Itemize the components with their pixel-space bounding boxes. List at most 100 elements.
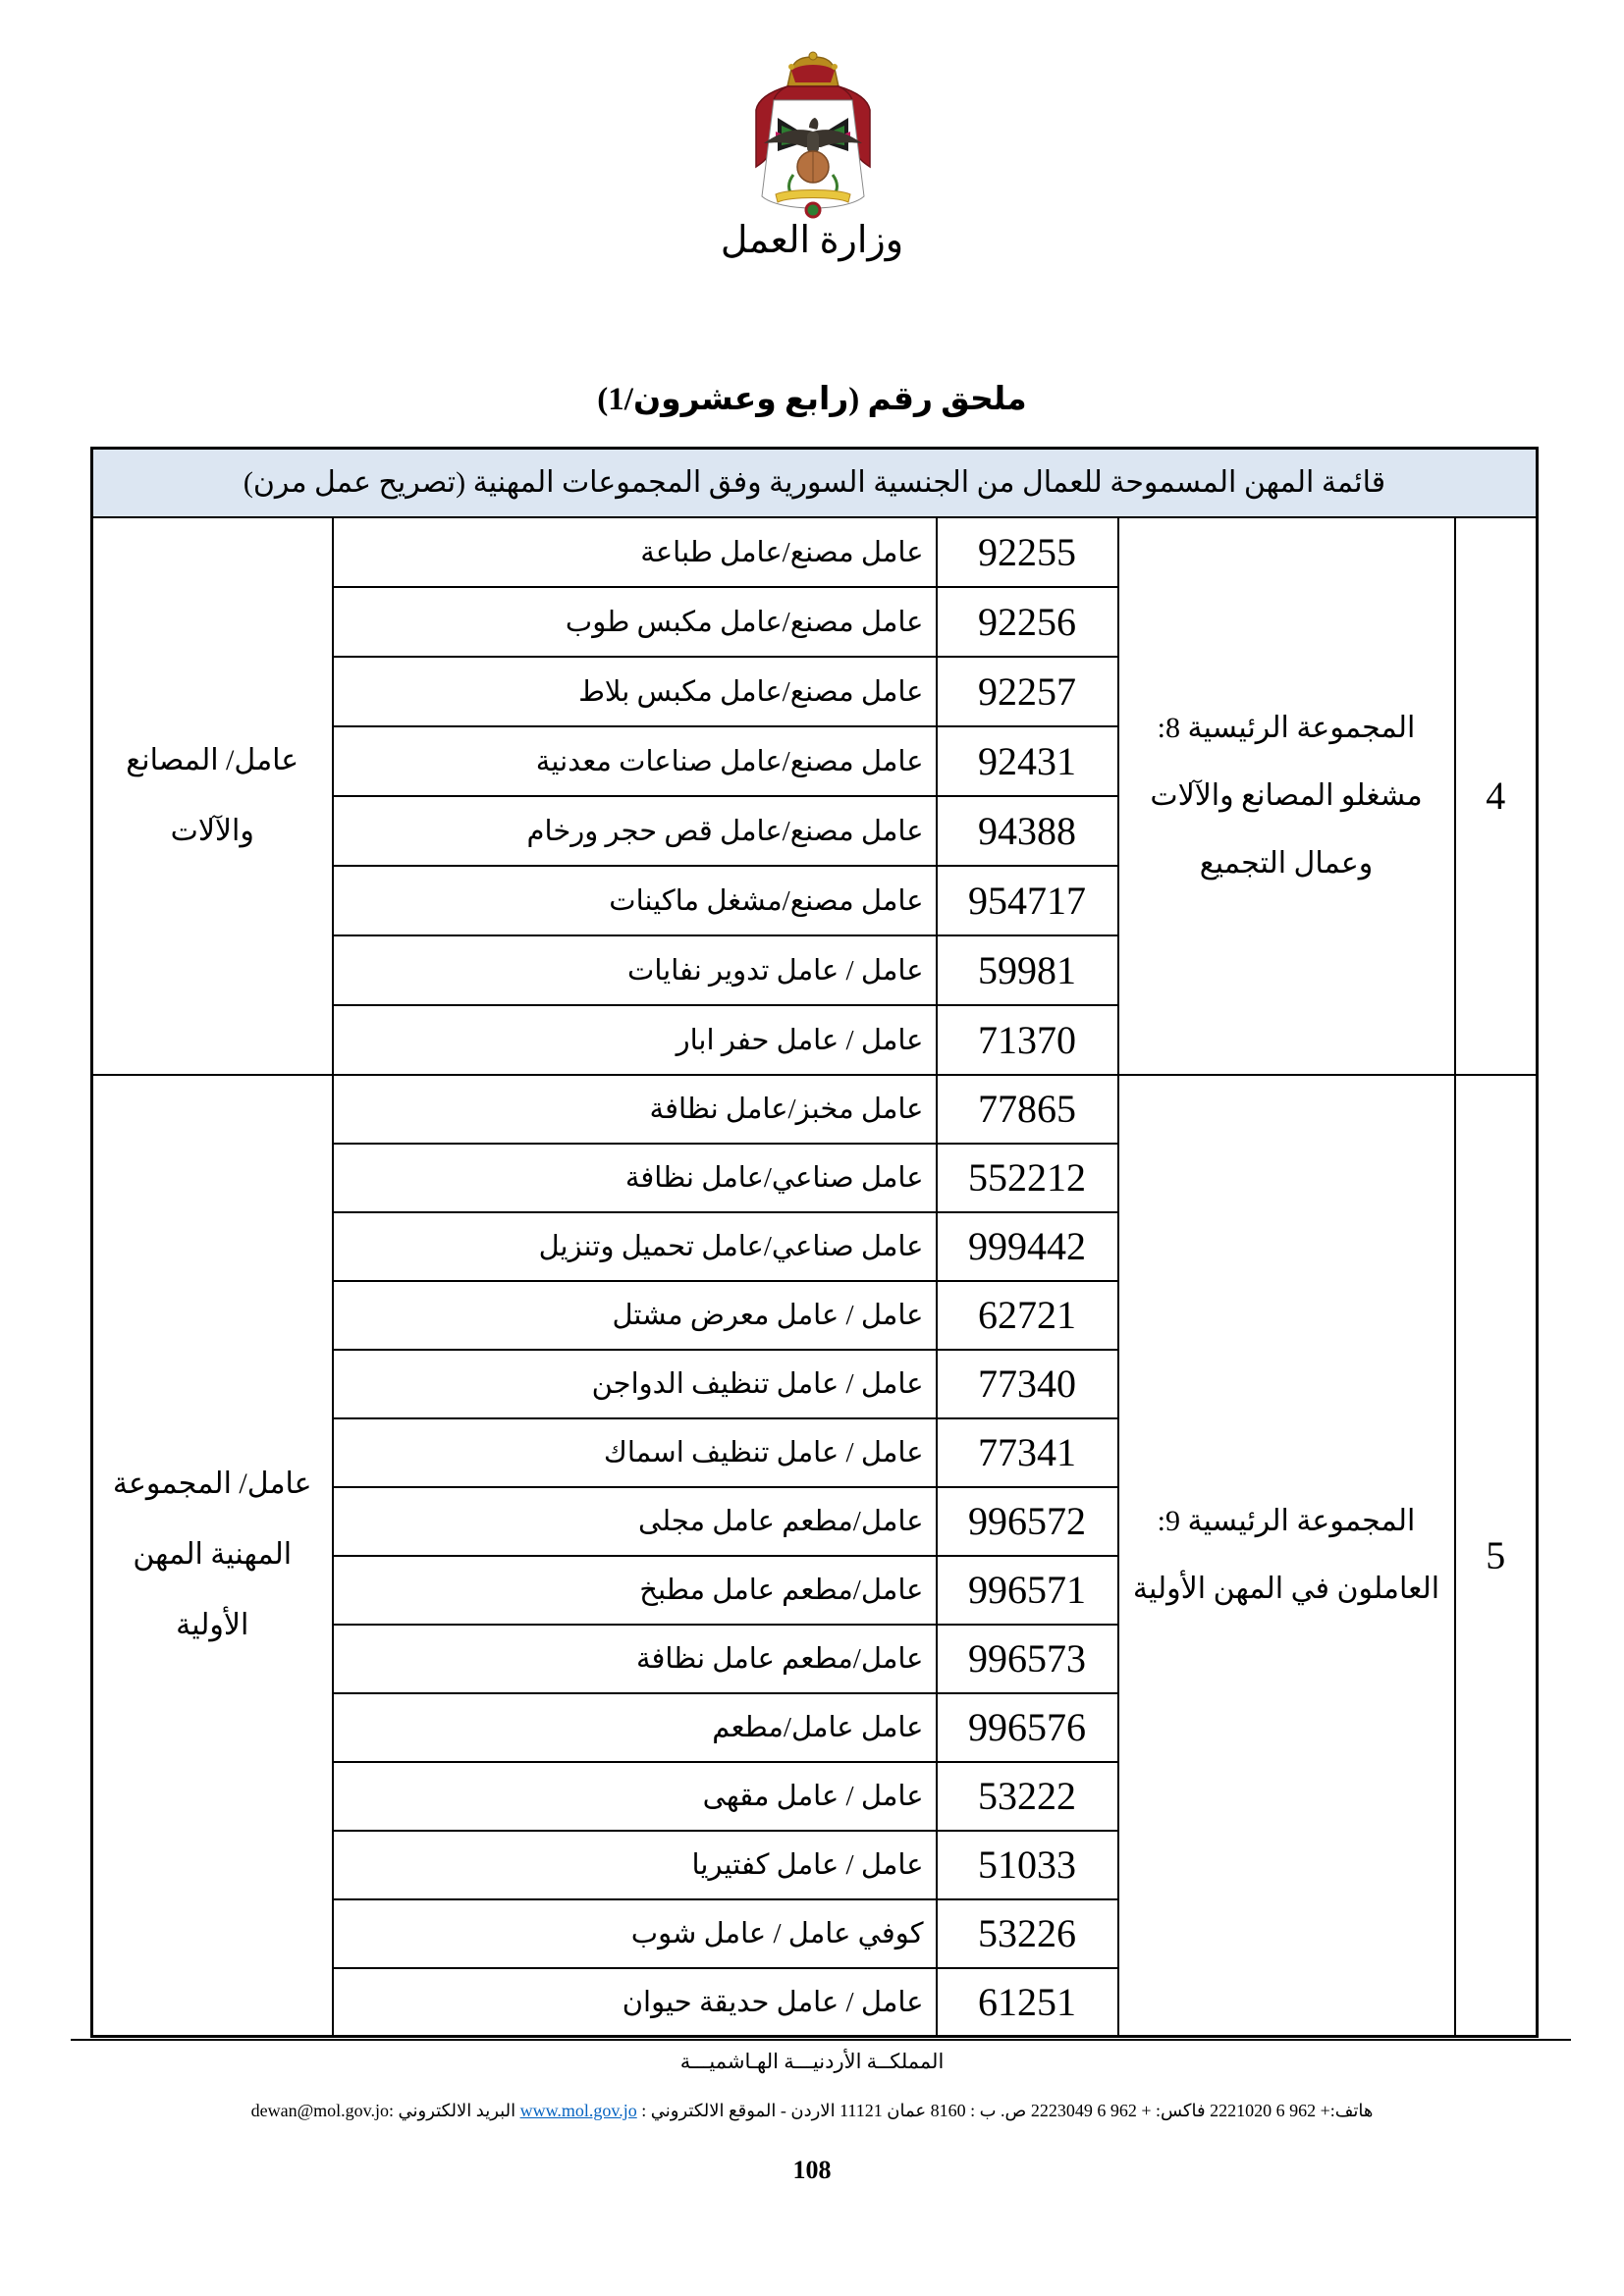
occupation-code-cell: 53226 bbox=[935, 1897, 1119, 1969]
table-row: 77340 عامل / عامل تنظيف الدواجن bbox=[91, 1348, 1537, 1419]
occupation-code-cell: 61251 bbox=[935, 1966, 1119, 2038]
table-row: 94388 عامل مصنع/عامل قص حجر ورخام bbox=[91, 794, 1537, 867]
occupation-name-cell: عامل مصنع/عامل مكبس بلاط bbox=[331, 655, 938, 727]
occupation-name-cell: عامل / عامل تنظيف الدواجن bbox=[331, 1348, 938, 1419]
table-row: 71370 عامل / عامل حفر ابار bbox=[91, 1003, 1537, 1076]
occupation-code-cell: 996571 bbox=[935, 1554, 1119, 1626]
category-line: عامل/ المجموعة bbox=[112, 1468, 312, 1501]
occupation-name-cell: عامل عامل/مطعم bbox=[331, 1691, 938, 1763]
contact-phone-fax-address: هاتف:+ 962 6 2221020 فاكس: + 962 6 22230… bbox=[636, 2101, 1374, 2120]
table-row: 53226 كوفي عامل / عامل شوب bbox=[91, 1897, 1537, 1969]
occupation-code-cell: 552212 bbox=[935, 1142, 1119, 1213]
occupation-name-cell: عامل صناعي/عامل تحميل وتنزيل bbox=[331, 1210, 938, 1282]
table-title-header: قائمة المهن المسموحة للعمال من الجنسية ا… bbox=[90, 447, 1539, 518]
occupation-code-cell: 51033 bbox=[935, 1829, 1119, 1900]
table-row: 4 المجموعة الرئيسية 8: مشغلو المصانع والآل… bbox=[90, 515, 1539, 1076]
table-row: 92257 عامل مصنع/عامل مكبس بلاط bbox=[91, 655, 1537, 727]
occupation-name-cell: عامل / عامل تدوير نفايات bbox=[331, 934, 938, 1006]
table-row: 996573 عامل/مطعم عامل نظافة bbox=[91, 1623, 1537, 1694]
category-line: المهنية المهن bbox=[133, 1538, 293, 1572]
table-row: 59981 عامل / عامل تدوير نفايات bbox=[91, 934, 1537, 1006]
table-row: 996572 عامل/مطعم عامل مجلى bbox=[91, 1485, 1537, 1557]
occupation-name-cell: عامل/مطعم عامل مطبخ bbox=[331, 1554, 938, 1626]
category-line: الأولية bbox=[176, 1609, 249, 1642]
footer-divider bbox=[71, 2039, 1571, 2041]
main-group-cell: المجموعة الرئيسية 8: مشغلو المصانع والآلا… bbox=[1116, 515, 1456, 1076]
occupation-code-cell: 996572 bbox=[935, 1485, 1119, 1557]
table-row: 954717 عامل مصنع/مشغل ماكينات bbox=[91, 864, 1537, 936]
table-row: 552212 عامل صناعي/عامل نظافة bbox=[91, 1142, 1537, 1213]
table-row: 77341 عامل / عامل تنظيف اسماك bbox=[91, 1416, 1537, 1488]
occupation-name-cell: عامل مصنع/عامل صناعات معدنية bbox=[331, 724, 938, 797]
table-row: 996571 عامل/مطعم عامل مطبخ bbox=[91, 1554, 1537, 1626]
occupation-name-cell: عامل مصنع/مشغل ماكينات bbox=[331, 864, 938, 936]
category-cell: عامل/ المصانع والآلات bbox=[90, 515, 334, 1076]
occupation-code-cell: 53222 bbox=[935, 1760, 1119, 1832]
occupation-name-cell: عامل مخبز/عامل نظافة bbox=[331, 1073, 938, 1145]
contact-email: البريد الالكتروني :dewan@mol.gov.jo bbox=[250, 2101, 520, 2120]
occupation-name-cell: عامل / عامل حفر ابار bbox=[331, 1003, 938, 1076]
occupation-code-cell: 94388 bbox=[935, 794, 1119, 867]
table-row: 92431 عامل مصنع/عامل صناعات معدنية bbox=[91, 724, 1537, 797]
table-row: 5 المجموعة الرئيسية 9: العاملون في المهن ا… bbox=[90, 1073, 1539, 2038]
occupation-code-cell: 77340 bbox=[935, 1348, 1119, 1419]
table-row: 92256 عامل مصنع/عامل مكبس طوب bbox=[91, 585, 1537, 658]
group-number-cell: 4 bbox=[1453, 515, 1539, 1076]
occupation-name-cell: كوفي عامل / عامل شوب bbox=[331, 1897, 938, 1969]
occupation-name-cell: عامل / عامل تنظيف اسماك bbox=[331, 1416, 938, 1488]
main-group-cell: المجموعة الرئيسية 9: العاملون في المهن ال… bbox=[1116, 1073, 1456, 2038]
occupation-code-cell: 62721 bbox=[935, 1279, 1119, 1351]
occupation-name-cell: عامل صناعي/عامل نظافة bbox=[331, 1142, 938, 1213]
website-link[interactable]: www.mol.gov.jo bbox=[519, 2101, 637, 2120]
occupation-code-cell: 954717 bbox=[935, 864, 1119, 936]
ministry-name: وزارة العمل bbox=[720, 220, 904, 261]
occupation-code-cell: 92255 bbox=[935, 515, 1119, 588]
globe-icon bbox=[796, 150, 830, 184]
page-title: ملحق رقم (رابع وعشرون/1) bbox=[597, 382, 1027, 417]
group-number-cell: 5 bbox=[1453, 1073, 1539, 2038]
page-number: 108 bbox=[792, 2156, 832, 2184]
table-row: 51033 عامل / عامل كفتيريا bbox=[91, 1829, 1537, 1900]
occupation-code-cell: 77341 bbox=[935, 1416, 1119, 1488]
occupation-name-cell: عامل / عامل حديقة حيوان bbox=[331, 1966, 938, 2038]
crown-icon bbox=[786, 51, 839, 87]
occupations-table: قائمة المهن المسموحة للعمال من الجنسية ا… bbox=[89, 447, 1539, 2038]
category-cell: عامل/ المجموعة المهنية المهن الأولية bbox=[90, 1073, 334, 2038]
jordan-coat-of-arms-icon bbox=[755, 51, 871, 219]
occupation-code-cell: 999442 bbox=[935, 1210, 1119, 1282]
occupation-code-cell: 59981 bbox=[935, 934, 1119, 1006]
occupation-code-cell: 92431 bbox=[935, 724, 1119, 797]
occupation-code-cell: 92257 bbox=[935, 655, 1119, 727]
category-line: عامل/ المصانع bbox=[126, 743, 299, 776]
occupation-name-cell: عامل مصنع/عامل قص حجر ورخام bbox=[331, 794, 938, 867]
eagle-icon bbox=[764, 118, 862, 153]
occupation-name-cell: عامل مصنع/عامل طباعة bbox=[331, 515, 938, 588]
occupation-code-cell: 996573 bbox=[935, 1623, 1119, 1694]
occupation-name-cell: عامل / عامل كفتيريا bbox=[331, 1829, 938, 1900]
occupation-code-cell: 71370 bbox=[935, 1003, 1119, 1076]
occupation-code-cell: 996576 bbox=[935, 1691, 1119, 1763]
table-row: 999442 عامل صناعي/عامل تحميل وتنزيل bbox=[91, 1210, 1537, 1282]
table-row: 53222 عامل / عامل مقهى bbox=[91, 1760, 1537, 1832]
kingdom-name: المملكــة الأردنيـــة الهـاشميـــة bbox=[679, 2050, 945, 2073]
ribbon-icon bbox=[775, 189, 851, 219]
main-group-line: وعمال التجميع bbox=[1199, 847, 1374, 880]
occupations-table-wrap: قائمة المهن المسموحة للعمال من الجنسية ا… bbox=[89, 447, 1539, 2038]
table-row: 62721 عامل / عامل معرض مشتل bbox=[91, 1279, 1537, 1351]
table-row: 996576 عامل عامل/مطعم bbox=[91, 1691, 1537, 1763]
occupation-code-cell: 92256 bbox=[935, 585, 1119, 658]
main-group-line: العاملون في المهن الأولية bbox=[1132, 1573, 1440, 1606]
occupation-name-cell: عامل/مطعم عامل مجلى bbox=[331, 1485, 938, 1557]
table-row: 61251 عامل / عامل حديقة حيوان bbox=[91, 1966, 1537, 2038]
occupation-name-cell: عامل/مطعم عامل نظافة bbox=[331, 1623, 938, 1694]
category-line: والآلات bbox=[170, 814, 254, 847]
occupation-name-cell: عامل مصنع/عامل مكبس طوب bbox=[331, 585, 938, 658]
occupation-code-cell: 77865 bbox=[935, 1073, 1119, 1145]
main-group-line: المجموعة الرئيسية 9: bbox=[1157, 1505, 1416, 1538]
footer-contact-line: هاتف:+ 962 6 2221020 فاكس: + 962 6 22230… bbox=[0, 2101, 1624, 2121]
main-group-line: مشغلو المصانع والآلات bbox=[1150, 779, 1423, 812]
occupation-name-cell: عامل / عامل مقهى bbox=[331, 1760, 938, 1832]
main-group-line: المجموعة الرئيسية 8: bbox=[1157, 712, 1416, 744]
occupation-name-cell: عامل / عامل معرض مشتل bbox=[331, 1279, 938, 1351]
